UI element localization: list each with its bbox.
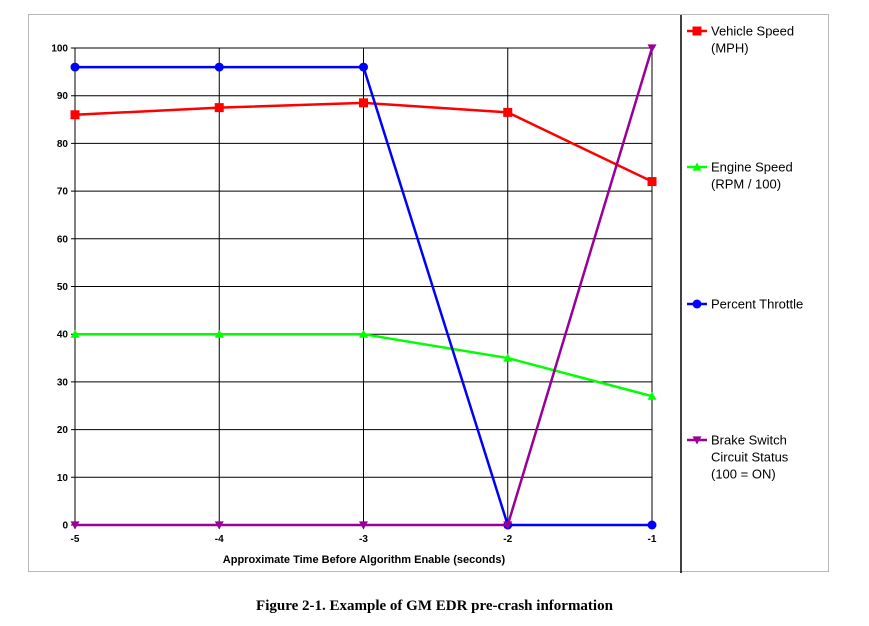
series-3-point — [70, 62, 80, 72]
legend-swatch-marker — [692, 436, 702, 445]
legend-label: Vehicle Speed — [711, 24, 794, 39]
legend-entry: Engine Speed (RPM / 100) — [687, 160, 793, 192]
series-1-point — [214, 103, 224, 113]
series-1-point — [359, 98, 368, 108]
y-tick-label: 40 — [57, 330, 69, 341]
legend-entry: Percent Throttle — [687, 297, 803, 312]
legend-entry: Brake Switch Circuit Status (100 = ON) — [687, 433, 789, 482]
y-tick-label: 10 — [57, 473, 69, 484]
x-axis-title: Approximate Time Before Algorithm Enable… — [223, 554, 506, 566]
legend-swatch-marker — [692, 299, 702, 309]
series-4-point — [503, 521, 513, 530]
legend-label: (100 = ON) — [711, 467, 776, 482]
line-chart: 0 10 20 30 40 50 60 70 80 90 100 -5 -4 -3 -2 -1 Approxi… — [51, 15, 803, 573]
x-tick-label: -4 — [215, 534, 224, 545]
y-tick-label: 90 — [57, 91, 69, 102]
series-2-point — [70, 329, 80, 338]
series-2-point — [647, 391, 657, 400]
series-4-point — [214, 521, 224, 530]
legend-label: Engine Speed — [711, 160, 793, 175]
legend-label: Circuit Status — [711, 450, 789, 465]
x-tick-label: -3 — [359, 534, 368, 545]
legend-label: (MPH) — [711, 41, 749, 56]
series-4-point — [359, 521, 368, 530]
y-tick-label: 100 — [51, 44, 68, 55]
series-2-point — [214, 329, 224, 338]
y-tick-label: 0 — [62, 521, 68, 532]
legend-label: Brake Switch — [711, 433, 787, 448]
y-tick-label: 50 — [57, 282, 69, 293]
series-1-point — [647, 177, 657, 187]
y-tick-label: 80 — [57, 139, 69, 150]
x-tick-label: -1 — [648, 534, 657, 545]
series-4-point — [70, 521, 80, 530]
series-1-point — [70, 110, 80, 120]
series-1-point — [503, 107, 513, 117]
x-tick-label: -5 — [71, 534, 80, 545]
series-4-point — [647, 44, 657, 53]
series-3-point — [214, 62, 224, 72]
legend-swatch-marker — [692, 162, 702, 171]
legend-label: Percent Throttle — [711, 297, 803, 312]
chart-frame: 0 10 20 30 40 50 60 70 80 90 100 -5 -4 -3 -2 -1 Approxi… — [28, 14, 829, 573]
legend-entry: Vehicle Speed (MPH) — [687, 24, 794, 56]
y-tick-label: 70 — [57, 187, 69, 198]
y-tick-label: 20 — [57, 425, 69, 436]
series-3-point — [647, 520, 657, 530]
series-2-point — [359, 329, 368, 338]
x-tick-label: -2 — [503, 534, 512, 545]
legend-swatch-marker — [692, 26, 702, 36]
y-tick-label: 60 — [57, 234, 69, 245]
series-3-point — [359, 62, 368, 72]
legend-label: (RPM / 100) — [711, 177, 781, 192]
figure-caption: Figure 2-1. Example of GM EDR pre-crash … — [256, 598, 613, 614]
y-tick-label: 30 — [57, 377, 69, 388]
series-2-point — [503, 353, 513, 362]
